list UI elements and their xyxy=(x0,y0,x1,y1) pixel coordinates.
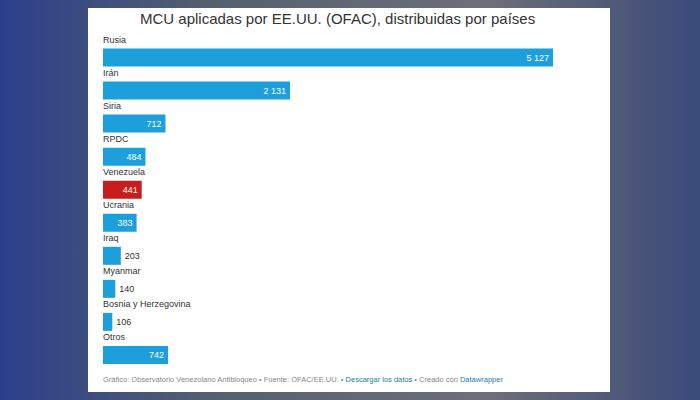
svg-text:742: 742 xyxy=(149,350,164,360)
svg-text:203: 203 xyxy=(125,251,140,261)
svg-text:Venezuela: Venezuela xyxy=(103,167,145,177)
html-text:Gráfico: Observatorio Venezola: Gráfico: Observatorio Venezolano Antiblo… xyxy=(103,375,503,384)
svg-text:Otros: Otros xyxy=(103,332,126,342)
svg-text:Myanmar: Myanmar xyxy=(103,266,141,276)
svg-text:Irán: Irán xyxy=(103,68,119,78)
svg-text:383: 383 xyxy=(118,218,133,228)
svg-text:Rusia: Rusia xyxy=(103,35,126,45)
svg-text:712: 712 xyxy=(146,119,161,129)
svg-text:Siria: Siria xyxy=(103,101,121,111)
svg-text:RPDC: RPDC xyxy=(103,134,129,144)
svg-text:441: 441 xyxy=(123,185,138,195)
svg-text:5 127: 5 127 xyxy=(526,53,549,63)
svg-text:484: 484 xyxy=(126,152,141,162)
svg-text:Bosnia y Herzegovina: Bosnia y Herzegovina xyxy=(103,299,191,309)
html-text:MCU aplicadas por EE.UU. (OFAC: MCU aplicadas por EE.UU. (OFAC), distrib… xyxy=(140,10,536,27)
svg-text:Ucrania: Ucrania xyxy=(103,200,134,210)
svg-text:106: 106 xyxy=(116,317,131,327)
svg-text:140: 140 xyxy=(119,284,134,294)
svg-text:2 131: 2 131 xyxy=(264,86,287,96)
svg-text:Iraq: Iraq xyxy=(103,233,119,243)
